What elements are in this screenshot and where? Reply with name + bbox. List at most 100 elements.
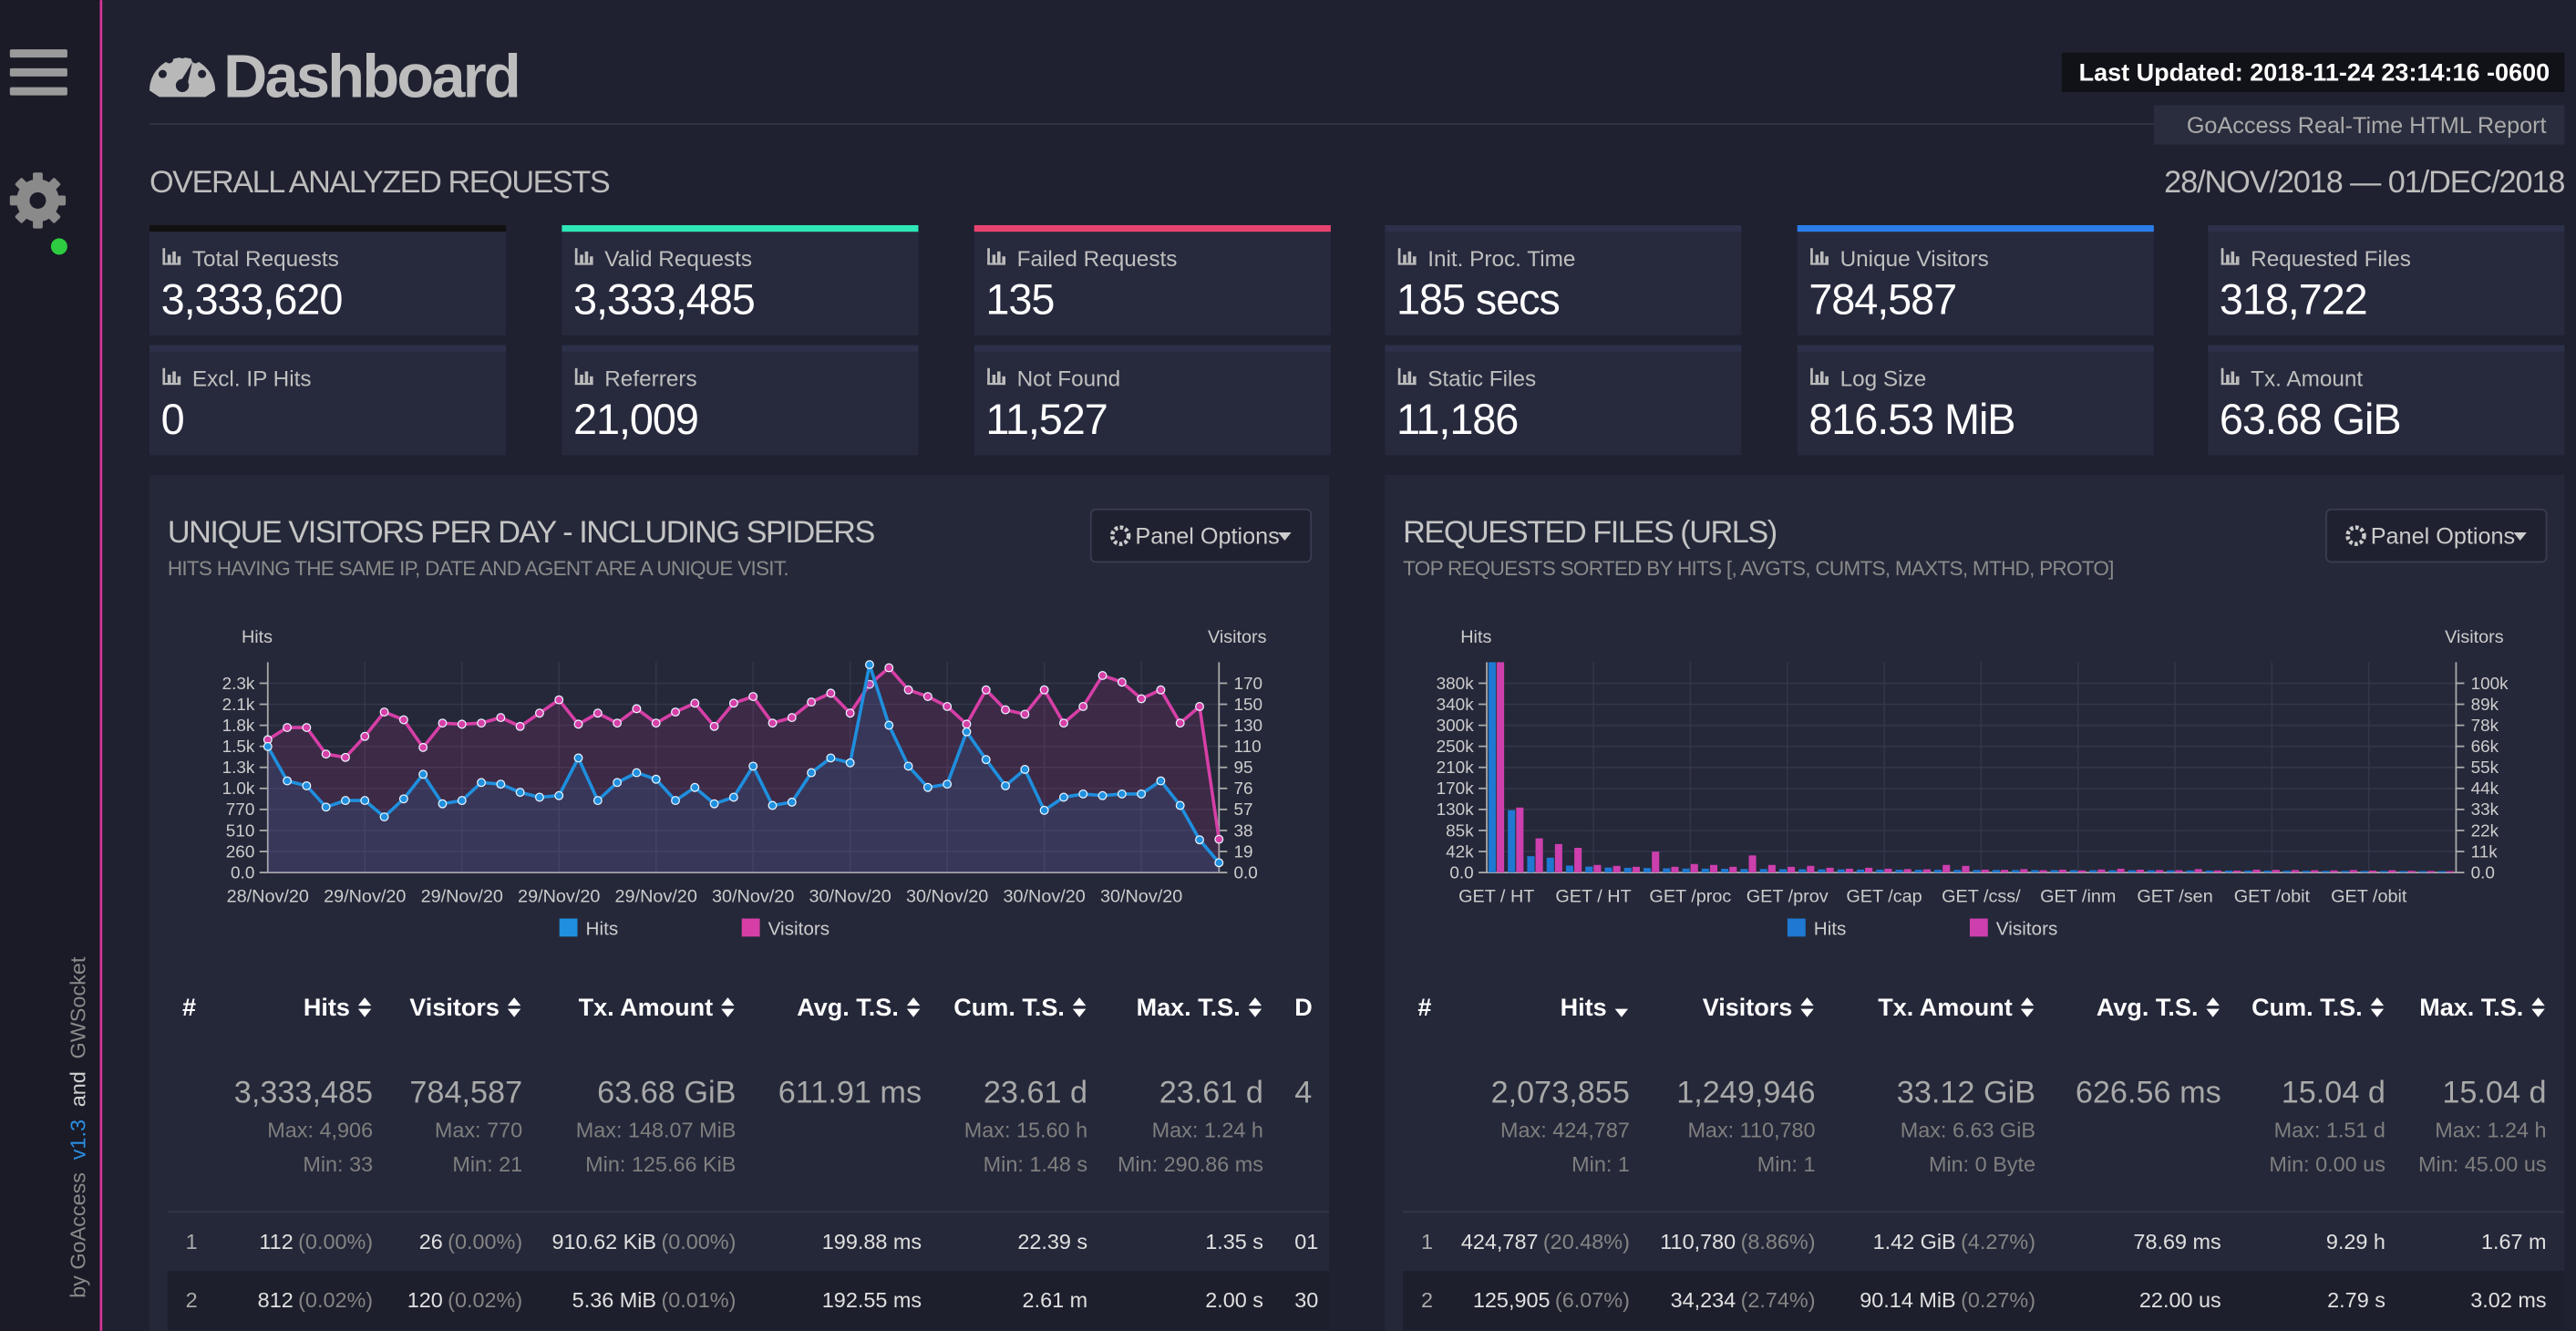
cell-value: 78.69 ms: [2133, 1230, 2221, 1254]
summary-min: Min: 1.48 s: [984, 1152, 1087, 1176]
bar: [2291, 870, 2300, 873]
menu-button[interactable]: [9, 49, 67, 96]
cell-value: 5.36 MiB: [572, 1288, 656, 1312]
data-point: [981, 685, 991, 695]
x-tick-label: GET /inm: [2040, 887, 2116, 907]
cell-value: 112: [259, 1230, 293, 1254]
data-point: [515, 788, 525, 798]
bar: [2205, 870, 2213, 873]
table-header-cell[interactable]: Tx. Amount: [1878, 994, 2035, 1021]
data-point: [554, 790, 564, 800]
bar: [2369, 871, 2377, 873]
card-icon-bar: [1810, 248, 1813, 265]
data-point: [592, 796, 603, 806]
bar: [1845, 868, 1853, 873]
table-header-cell[interactable]: Avg. T.S.: [797, 994, 921, 1021]
card-icon-bar: [1407, 371, 1412, 384]
data-point: [283, 723, 293, 732]
y2-tick-label: 44k: [2471, 779, 2499, 799]
cell-value: 2.79 s: [2327, 1288, 2385, 1312]
data-point: [438, 718, 448, 728]
x-tick-label: GET /cap: [1846, 887, 1922, 907]
cell-percent: (0.02%): [298, 1288, 373, 1312]
panel-options-button[interactable]: Panel Options: [1089, 508, 1313, 563]
card-label: Init. Proc. Time: [1427, 247, 1575, 272]
sort-down: [906, 1008, 921, 1017]
data-point: [1137, 694, 1147, 704]
summary-value: 23.61 d: [984, 1075, 1087, 1109]
card-value: 3,333,620: [161, 275, 343, 323]
button-caret: [2513, 532, 2527, 542]
card-label: Referrers: [604, 367, 696, 392]
cell-percent: (8.86%): [1741, 1230, 1816, 1254]
table-header: #: [182, 994, 196, 1021]
cell-value: 26: [419, 1230, 443, 1254]
card: [2208, 224, 2565, 335]
card-icon-bar: [172, 371, 176, 384]
card-label: Excl. IP Hits: [192, 367, 312, 392]
legend-swatch: [1787, 918, 1806, 937]
data-point: [1078, 702, 1088, 711]
table-header-cell[interactable]: Visitors: [1703, 994, 1814, 1021]
data-point: [418, 769, 428, 779]
bar: [2213, 870, 2222, 873]
table-header-cell[interactable]: Cum. T.S.: [953, 994, 1087, 1021]
data-point: [1058, 718, 1068, 728]
panel: [1385, 474, 2565, 1331]
bar: [2175, 870, 2183, 873]
sort-up: [2370, 997, 2385, 1006]
card-accent: [1797, 224, 2154, 232]
table-cell: 910.62 KiB (0.00%): [552, 1230, 737, 1254]
data-point: [922, 782, 933, 792]
x-tick-label: GET / HT: [1458, 887, 1534, 907]
bar: [2244, 871, 2252, 873]
table-header-cell[interactable]: Visitors: [409, 994, 521, 1021]
table-header-cell[interactable]: Hits: [304, 994, 372, 1021]
table-header-cell[interactable]: Hits: [1561, 994, 1629, 1021]
table-header: Cum. T.S.: [2251, 994, 2363, 1021]
data-point: [360, 731, 370, 741]
y2-tick-label: 150: [1234, 696, 1263, 715]
table-header: Avg. T.S.: [2097, 994, 2199, 1021]
data-point: [748, 761, 758, 771]
bar: [1527, 856, 1535, 873]
summary-max: Max: 4,906: [267, 1118, 373, 1141]
table-header: Max. T.S.: [2419, 994, 2523, 1021]
bar: [2031, 870, 2039, 873]
data-point: [709, 721, 719, 731]
summary-min: Min: 0.00 us: [2269, 1152, 2385, 1176]
panel-options-button[interactable]: Panel Options: [2325, 508, 2548, 563]
card-icon-bar: [1002, 256, 1006, 263]
table-header-cell[interactable]: Max. T.S.: [2419, 994, 2545, 1021]
status-dot: [50, 238, 67, 255]
table-cell: 2: [1421, 1288, 1433, 1312]
x-tick-label: GET / HT: [1555, 887, 1631, 907]
data-point: [573, 719, 583, 729]
x-tick-label: GET /obit: [2331, 887, 2407, 907]
table-header-cell[interactable]: Max. T.S.: [1137, 994, 1262, 1021]
table-header-cell[interactable]: Tx. Amount: [579, 994, 735, 1021]
card-value: 816.53 MiB: [1808, 396, 2014, 443]
bar: [1788, 866, 1796, 873]
data-point: [690, 782, 700, 792]
table-header-cell[interactable]: Cum. T.S.: [2251, 994, 2385, 1021]
bar: [1663, 868, 1671, 873]
table-header-cell[interactable]: Avg. T.S.: [2097, 994, 2220, 1021]
y2-tick-label: 110: [1234, 738, 1262, 757]
settings-button[interactable]: [9, 172, 67, 229]
sort-up: [2531, 997, 2545, 1006]
card-accent: [1385, 224, 1742, 232]
cell-percent: (20.48%): [1543, 1230, 1630, 1254]
bar: [2147, 870, 2156, 873]
y-tick-label: 85k: [1446, 821, 1474, 841]
card-value: 784,587: [1808, 275, 1956, 323]
y2-tick-label: 55k: [2471, 758, 2499, 778]
data-point: [341, 752, 350, 762]
sort-up: [2206, 997, 2220, 1006]
bar: [1488, 662, 1496, 873]
data-point: [671, 707, 680, 717]
y2-tick-label: 0.0: [2471, 863, 2495, 882]
bar: [1740, 869, 1748, 873]
summary-min: Min: 33: [303, 1152, 373, 1176]
